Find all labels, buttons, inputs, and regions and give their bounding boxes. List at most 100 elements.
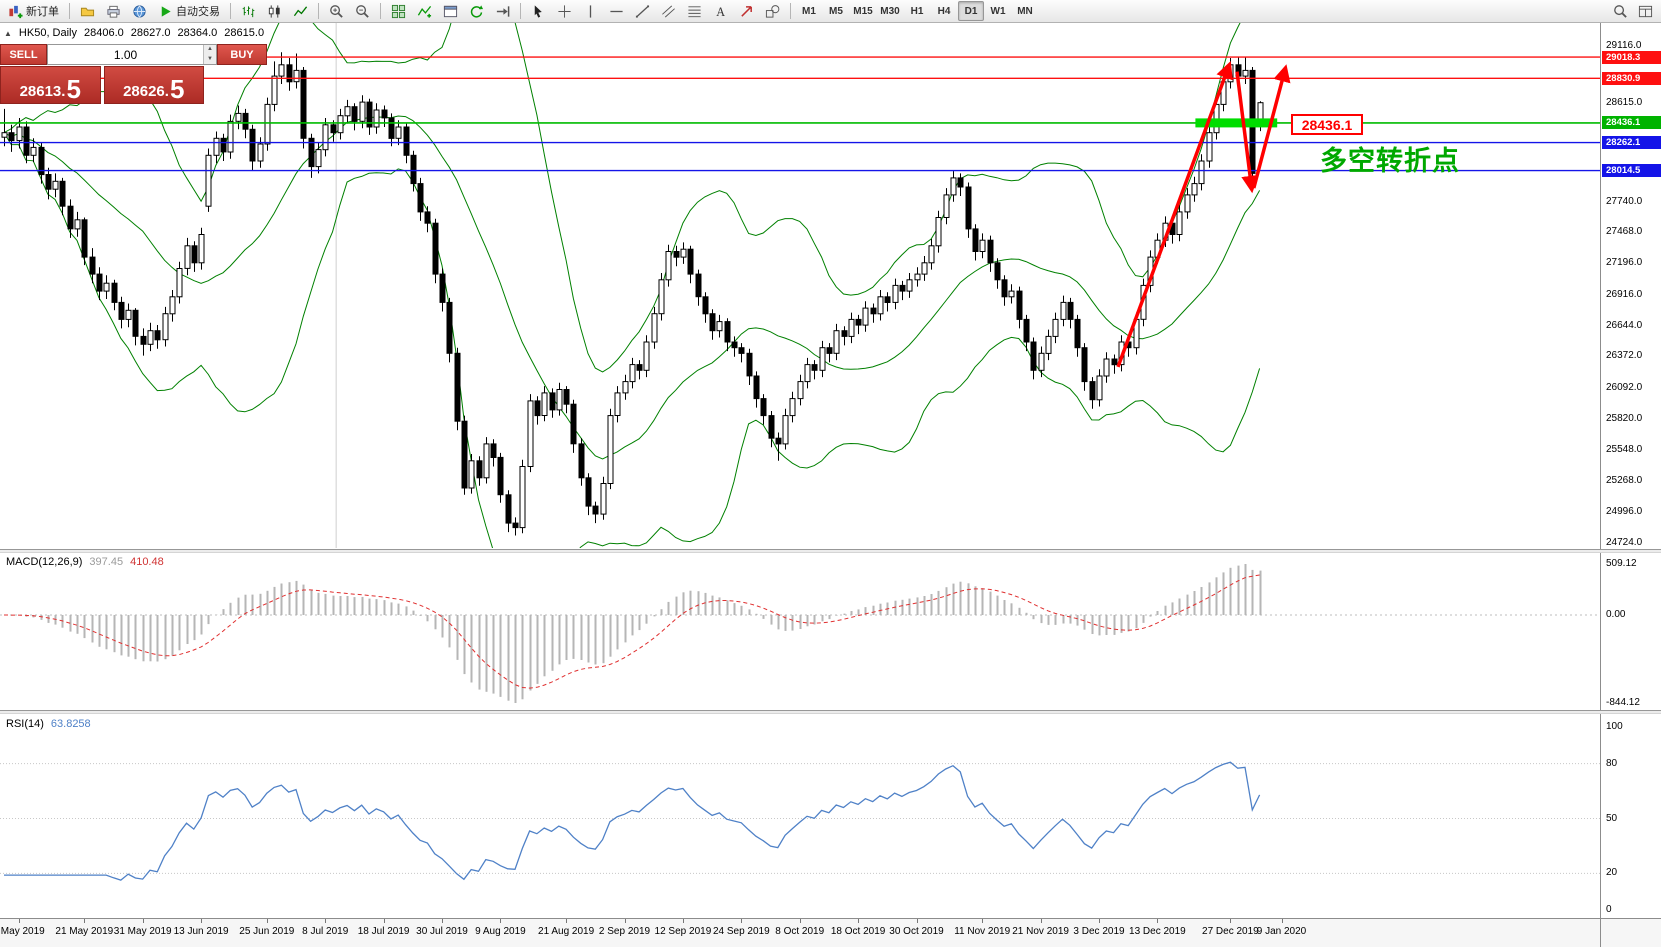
macd-signal-line — [3, 574, 1260, 689]
time-axis-label: 18 Jul 2019 — [357, 926, 410, 937]
price-axis-label: 27196.0 — [1606, 257, 1643, 269]
timeframe-h4-button[interactable]: H4 — [937, 5, 951, 17]
zoom-out-button[interactable] — [350, 1, 375, 21]
time-axis-label: 9 Jan 2020 — [1256, 926, 1307, 937]
volume-box: ▲ ▼ — [47, 44, 217, 65]
rsi-axis-label: 20 — [1606, 867, 1618, 879]
candles-icon — [267, 4, 282, 19]
profiles-button[interactable] — [75, 1, 100, 21]
toolbar-separator — [318, 3, 319, 19]
buy-button[interactable]: BUY — [217, 44, 267, 65]
autotrading-button[interactable]: 自动交易 — [153, 1, 225, 21]
quote-panel-toggle[interactable]: ▲ — [4, 28, 12, 38]
tile-windows-button[interactable] — [386, 1, 411, 21]
macd-layer — [0, 564, 1600, 703]
cursor-tool-button[interactable] — [526, 1, 551, 21]
timeframe-w1-button[interactable]: W1 — [990, 5, 1006, 17]
time-axis-tick — [741, 919, 743, 923]
macd-indicator-label: MACD(12,26,9) 397.45 410.48 — [6, 556, 164, 568]
svg-text:A: A — [716, 5, 725, 19]
price-axis-label: 27468.0 — [1606, 226, 1643, 238]
timeframe-m5-button[interactable]: M5 — [829, 5, 843, 17]
price-axis[interactable]: 29116.0 28615.0 27740.0 27468.0 27196.0 26916… — [1600, 23, 1661, 918]
main-chart-layer — [0, 23, 1600, 548]
zoom-in-button[interactable] — [324, 1, 349, 21]
new-order-button[interactable]: 新订单 — [3, 1, 64, 21]
print-button[interactable] — [101, 1, 126, 21]
panel-separator-macd[interactable] — [0, 549, 1661, 553]
candlestick-chart-type-button[interactable] — [262, 1, 287, 21]
indicators-icon — [417, 4, 432, 19]
time-axis-tick — [624, 919, 626, 923]
price-axis-label: 26092.0 — [1606, 382, 1643, 394]
volume-up-button[interactable]: ▲ — [204, 45, 216, 55]
text-tool-button[interactable]: A — [708, 1, 733, 21]
axis-corner — [1600, 918, 1661, 947]
horizontal-line-tool-button[interactable] — [604, 1, 629, 21]
price-axis-label: 25268.0 — [1606, 475, 1643, 487]
time-axis-label: 21 Nov 2019 — [1012, 926, 1069, 937]
sell-price-box[interactable]: 28613. 5 — [0, 66, 101, 104]
channel-tool-button[interactable] — [656, 1, 681, 21]
highlight-zone — [1195, 118, 1278, 128]
rsi-value: 63.8258 — [50, 718, 91, 730]
time-axis-label: 3 Dec 2019 — [1073, 926, 1125, 937]
indicators-button[interactable] — [412, 1, 437, 21]
price-axis-label: 26916.0 — [1606, 288, 1643, 300]
price-level-callout: 28436.1 — [1291, 114, 1363, 135]
auto-scroll-button[interactable] — [464, 1, 489, 21]
community-button[interactable] — [127, 1, 152, 21]
macd-main-value: 397.45 — [89, 556, 124, 568]
line-icon — [293, 4, 308, 19]
shapes-tool-button[interactable] — [760, 1, 785, 21]
turning-point-text: 多空转折点 — [1320, 146, 1460, 176]
timeframe-d1-button[interactable]: D1 — [958, 1, 984, 21]
window-layout-button[interactable] — [1633, 1, 1658, 21]
toolbar-right-group — [1608, 1, 1658, 21]
time-axis-label: 30 Oct 2019 — [889, 926, 944, 937]
bar-chart-type-button[interactable] — [236, 1, 261, 21]
crosshair-tool-button[interactable] — [552, 1, 577, 21]
timeframe-m1-button[interactable]: M1 — [802, 5, 816, 17]
line-chart-type-button[interactable] — [288, 1, 313, 21]
trendline-tool-button[interactable] — [630, 1, 655, 21]
volume-spinner: ▲ ▼ — [203, 45, 216, 64]
quote-low: 28364.0 — [177, 27, 218, 39]
new-chart-button[interactable] — [438, 1, 463, 21]
fibonacci-tool-button[interactable] — [682, 1, 707, 21]
time-axis-tick — [1157, 919, 1159, 923]
buy-price-box[interactable]: 28626. 5 — [103, 66, 204, 104]
panel-separator-rsi[interactable] — [0, 710, 1661, 714]
price-axis-label: 28615.0 — [1606, 96, 1643, 108]
arrow-tool-button[interactable] — [734, 1, 759, 21]
zoom-in-icon — [329, 4, 344, 19]
timeframe-h1-button[interactable]: H1 — [910, 5, 924, 17]
macd-axis-label: -844.12 — [1606, 697, 1640, 708]
timeframe-m30-button[interactable]: M30 — [880, 5, 900, 17]
time-axis-label: 24 Sep 2019 — [712, 926, 770, 937]
rsi-layer — [0, 761, 1600, 881]
time-axis-label: 9 Aug 2019 — [475, 926, 526, 937]
vertical-line-tool-button[interactable] — [578, 1, 603, 21]
time-axis-label: 8 Oct 2019 — [775, 926, 825, 937]
chart-shift-button[interactable] — [490, 1, 515, 21]
timeframe-mn-button[interactable]: MN — [1017, 5, 1033, 17]
time-axis-tick — [799, 919, 801, 923]
volume-down-button[interactable]: ▼ — [204, 54, 216, 64]
quote-open: 28406.0 — [84, 27, 124, 39]
shapes-icon — [765, 4, 780, 19]
time-axis-tick — [1099, 919, 1100, 923]
time-axis-tick — [84, 919, 86, 923]
autotrading-button-label: 自动交易 — [176, 6, 220, 18]
time-axis-tick — [442, 919, 443, 923]
trend-arrow — [1116, 60, 1233, 368]
volume-input[interactable] — [48, 45, 203, 64]
time-axis-tick — [325, 919, 327, 923]
cursor-icon — [531, 4, 546, 19]
symbol-search-button[interactable] — [1608, 1, 1633, 21]
sell-button[interactable]: SELL — [0, 44, 47, 65]
timeframe-m15-button[interactable]: M15 — [853, 5, 873, 17]
time-axis-label: 9 May 2019 — [0, 926, 45, 937]
